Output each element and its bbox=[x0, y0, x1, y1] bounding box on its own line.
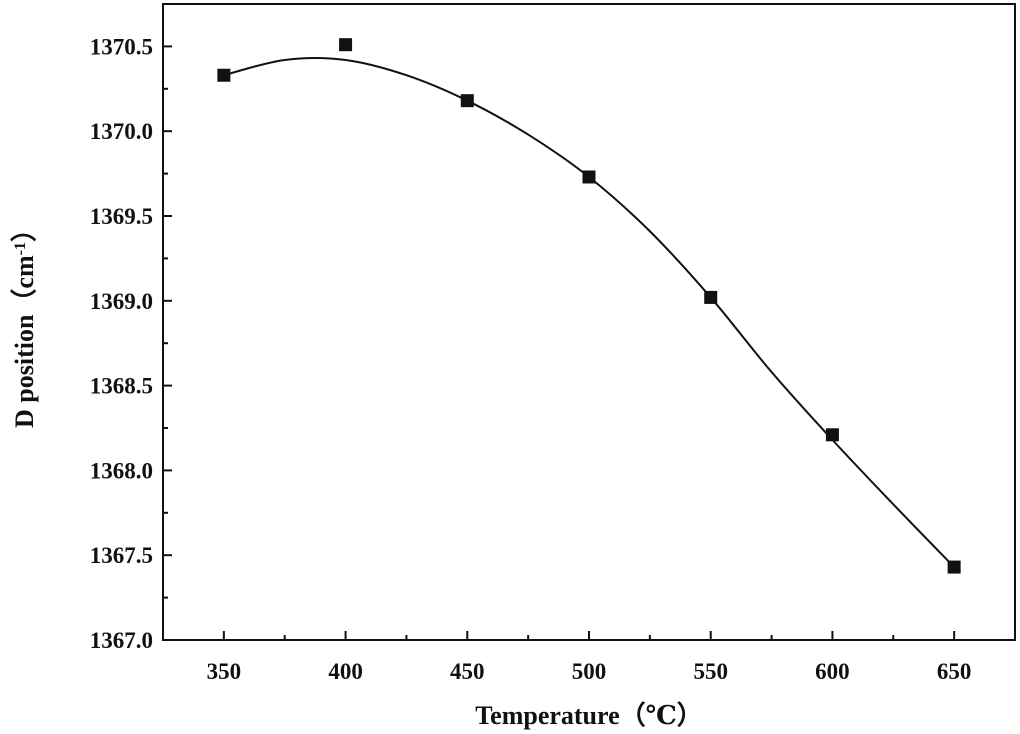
x-axis-title: Temperature（℃） bbox=[475, 701, 703, 730]
fit-curve bbox=[223, 57, 955, 568]
axis-ticks bbox=[162, 3, 1016, 641]
plot-frame bbox=[162, 3, 1016, 641]
data-points bbox=[217, 38, 961, 574]
data-point bbox=[339, 38, 353, 52]
y-axis-title-main: D position（cm bbox=[10, 255, 39, 428]
data-point bbox=[460, 94, 474, 108]
y-axis-title-end: ） bbox=[10, 216, 39, 242]
y-tick-label: 1370.5 bbox=[90, 34, 153, 59]
y-tick-label: 1369.5 bbox=[90, 204, 153, 229]
x-tick-label: 400 bbox=[328, 659, 363, 684]
y-tick-label: 1370.0 bbox=[90, 119, 153, 144]
y-tick-label: 1368.0 bbox=[90, 458, 153, 483]
data-point bbox=[947, 560, 961, 574]
x-tick-label: 500 bbox=[572, 659, 607, 684]
tick-labels: 350 400 450 500 550 600 650 1367.0 1367.5 1368.0 1… bbox=[90, 34, 972, 684]
x-tick-label: 650 bbox=[937, 659, 972, 684]
y-axis-title: D position（cm-1） bbox=[10, 216, 39, 428]
y-tick-label: 1367.5 bbox=[90, 543, 153, 568]
data-point bbox=[825, 428, 839, 442]
x-tick-label: 350 bbox=[207, 659, 242, 684]
data-point bbox=[582, 170, 596, 184]
x-tick-label: 550 bbox=[693, 659, 728, 684]
x-tick-label: 450 bbox=[450, 659, 485, 684]
y-tick-label: 1368.5 bbox=[90, 374, 153, 399]
data-point bbox=[704, 290, 718, 304]
y-tick-label: 1367.0 bbox=[90, 628, 153, 653]
data-point bbox=[217, 68, 231, 82]
y-axis-title-superscript: -1 bbox=[12, 242, 29, 255]
y-tick-label: 1369.0 bbox=[90, 289, 153, 314]
x-tick-label: 600 bbox=[815, 659, 850, 684]
